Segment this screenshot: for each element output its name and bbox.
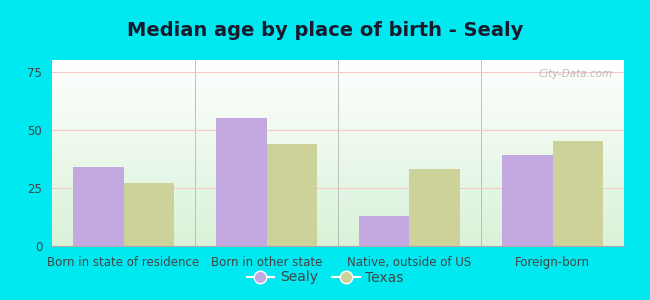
Bar — [266, 144, 317, 246]
Bar — [124, 183, 174, 246]
Bar — [552, 141, 603, 246]
Text: Median age by place of birth - Sealy: Median age by place of birth - Sealy — [127, 21, 523, 40]
Bar — [410, 169, 460, 246]
Bar — [216, 118, 266, 246]
Bar — [502, 155, 552, 246]
Bar — [359, 216, 410, 246]
Bar — [73, 167, 124, 246]
Text: City-Data.com: City-Data.com — [538, 69, 612, 79]
Legend: Sealy, Texas: Sealy, Texas — [241, 265, 409, 290]
